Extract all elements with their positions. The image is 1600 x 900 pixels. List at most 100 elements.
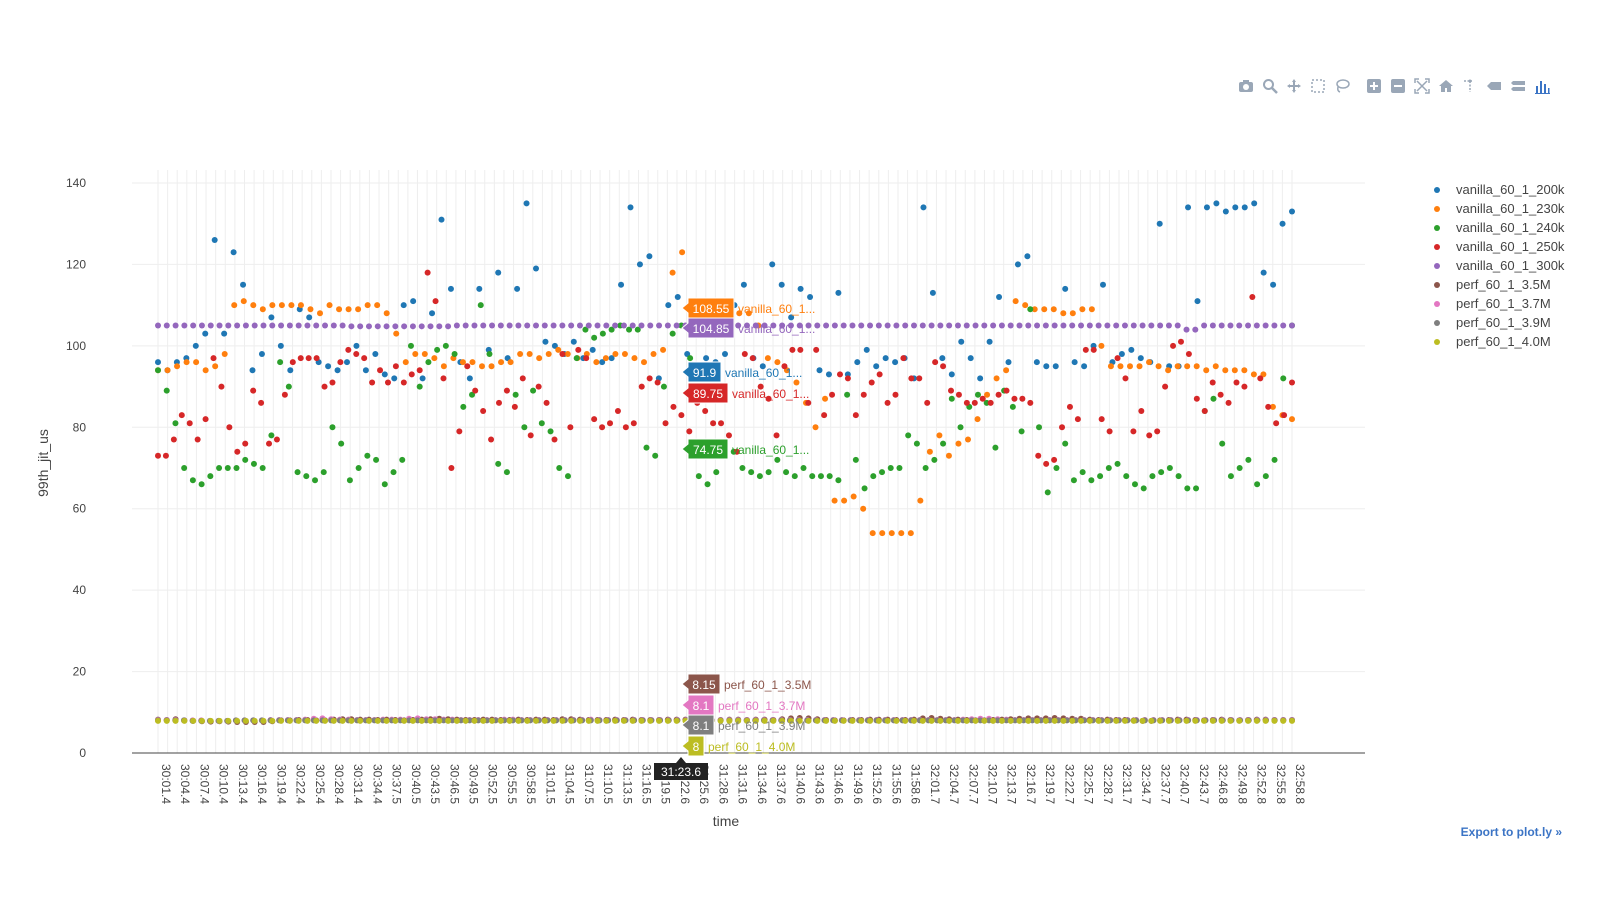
hover-label-vanilla_60_1_200k: 91.9 vanilla_60_1...: [681, 361, 802, 383]
data-point: [896, 465, 903, 471]
x-tick-label: 31:46.6: [832, 764, 846, 804]
x-tick-label: 30:49.5: [467, 764, 481, 804]
reset-axes-icon[interactable]: [1434, 76, 1458, 96]
data-point: [770, 322, 777, 329]
data-point: [1009, 403, 1016, 410]
legend-item[interactable]: perf_60_1_3.7M: [1432, 294, 1564, 313]
y-axis-title: 99th_jit_us: [35, 429, 51, 497]
data-point: [507, 359, 514, 366]
data-point: [773, 432, 780, 439]
data-point: [1231, 367, 1238, 374]
data-point: [162, 452, 169, 459]
x-tick-label: 31:43.6: [812, 764, 826, 804]
data-point: [1184, 363, 1191, 370]
data-point: [829, 391, 836, 398]
pan-icon[interactable]: [1282, 76, 1306, 96]
data-point: [559, 351, 566, 357]
series-vanilla_60_1_250k: [155, 269, 1295, 471]
y-tick-label: 140: [66, 176, 86, 190]
y-tick-label: 40: [73, 583, 87, 597]
data-point: [418, 717, 425, 724]
data-point: [432, 298, 439, 305]
data-point: [602, 355, 609, 362]
zoom-icon[interactable]: [1258, 76, 1282, 96]
data-point: [1025, 322, 1032, 329]
legend-item[interactable]: vanilla_60_1_300k: [1432, 256, 1564, 275]
data-point: [390, 469, 397, 476]
x-tick-label: 32:40.7: [1178, 764, 1192, 804]
data-point: [1027, 399, 1034, 406]
data-point: [488, 363, 495, 370]
legend-item[interactable]: perf_60_1_3.5M: [1432, 275, 1564, 294]
data-point: [1192, 326, 1199, 333]
x-tick-label: 30:46.5: [447, 764, 461, 804]
data-point: [761, 322, 768, 329]
data-point: [630, 420, 637, 427]
data-point: [1018, 428, 1025, 435]
data-point: [1104, 322, 1111, 329]
hover-series-text: vanilla_60_1...: [732, 387, 809, 401]
data-point: [1279, 220, 1286, 227]
hover-closest-icon[interactable]: [1482, 76, 1506, 96]
plotly-logo-icon[interactable]: [1530, 76, 1554, 96]
legend-label: perf_60_1_3.9M: [1456, 315, 1551, 330]
data-point: [515, 717, 522, 724]
lasso-icon[interactable]: [1330, 76, 1354, 96]
data-point: [192, 342, 199, 349]
zoom-out-icon[interactable]: [1386, 76, 1410, 96]
data-point: [948, 395, 955, 402]
legend-item[interactable]: perf_60_1_3.9M: [1432, 313, 1564, 332]
spike-lines-icon[interactable]: [1458, 76, 1482, 96]
data-point: [427, 717, 434, 724]
legend-item[interactable]: vanilla_60_1_250k: [1432, 237, 1564, 256]
camera-icon[interactable]: [1234, 76, 1258, 96]
data-point: [1269, 403, 1276, 410]
legend-item[interactable]: perf_60_1_4.0M: [1432, 332, 1564, 351]
autoscale-icon[interactable]: [1410, 76, 1434, 96]
data-point: [564, 473, 571, 480]
data-point: [920, 204, 927, 211]
data-point: [1241, 383, 1248, 390]
zoom-in-icon[interactable]: [1362, 76, 1386, 96]
data-point: [277, 342, 284, 349]
legend-item[interactable]: vanilla_60_1_240k: [1432, 218, 1564, 237]
data-point: [735, 717, 742, 724]
data-point: [757, 383, 764, 390]
data-point: [249, 367, 256, 374]
hover-value-box: [681, 382, 729, 404]
data-point: [1271, 322, 1278, 329]
hover-compare-icon[interactable]: [1506, 76, 1530, 96]
data-point: [1088, 477, 1095, 484]
data-point: [334, 367, 341, 374]
data-point: [594, 717, 601, 724]
data-point: [713, 469, 720, 476]
data-point: [868, 379, 875, 386]
data-point: [946, 717, 953, 724]
data-point: [972, 717, 979, 724]
data-point: [1236, 465, 1243, 471]
data-point: [836, 371, 843, 378]
data-point: [542, 338, 549, 345]
data-point: [593, 359, 600, 366]
data-point: [250, 387, 257, 394]
data-point: [1043, 460, 1050, 467]
data-point: [809, 473, 816, 480]
export-to-plotly-link[interactable]: Export to plot.ly »: [1460, 825, 1562, 839]
hover-series-text: vanilla_60_1...: [738, 302, 815, 316]
legend-item[interactable]: vanilla_60_1_230k: [1432, 199, 1564, 218]
data-point: [634, 326, 641, 333]
data-point: [555, 346, 562, 353]
data-point: [974, 391, 981, 398]
x-tick-label: 32:28.7: [1101, 764, 1115, 804]
data-point: [940, 440, 947, 447]
data-point: [409, 717, 416, 724]
box-select-icon[interactable]: [1306, 76, 1330, 96]
hover-series-text: vanilla_60_1...: [732, 443, 809, 457]
data-point: [231, 302, 238, 309]
data-point: [155, 452, 161, 459]
legend-item[interactable]: vanilla_60_1_200k: [1432, 180, 1564, 199]
data-point: [402, 359, 409, 366]
data-point: [287, 367, 294, 374]
data-point: [172, 420, 179, 427]
